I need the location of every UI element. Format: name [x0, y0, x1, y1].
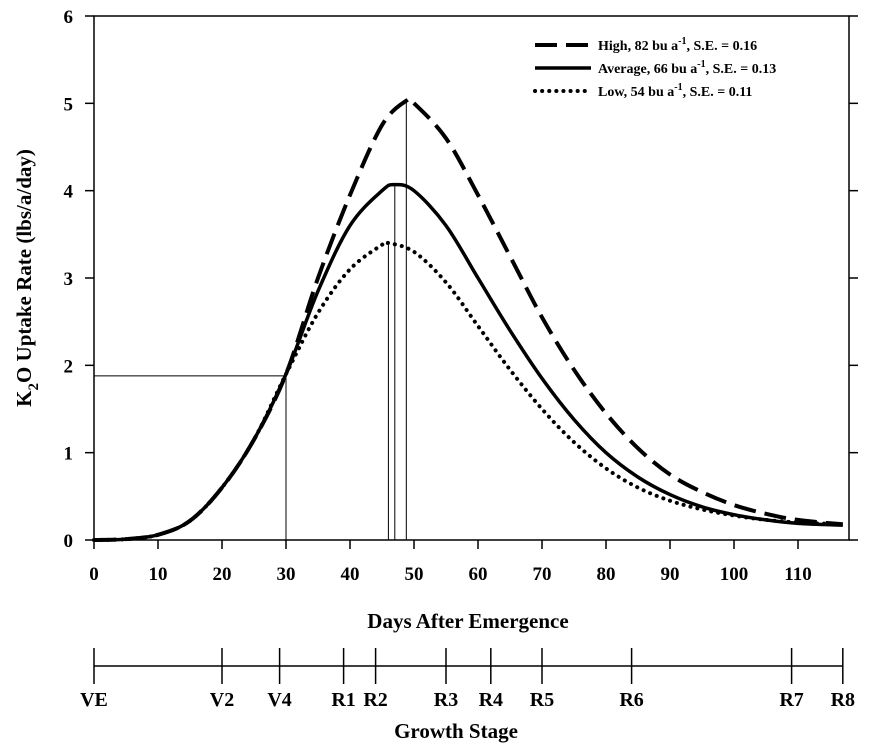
legend-label-part: , S.E. = 0.13 [706, 62, 777, 77]
y-tick-label: 3 [64, 269, 74, 290]
y-tick-label: 2 [64, 356, 74, 377]
y-axis-title-subscript: 2 [26, 383, 42, 391]
legend-label: Low, 54 bu a-1, S.E. = 0.11 [598, 82, 752, 100]
y-axis-title-part: O Uptake Rate (lbs/a/day) [12, 149, 36, 383]
legend-label: High, 82 bu a-1, S.E. = 0.16 [598, 36, 757, 54]
growth-stage-label: R5 [530, 689, 554, 711]
x-axis-title: Days After Emergence [367, 609, 568, 633]
growth-stage-label: VE [80, 689, 108, 711]
growth-stage-label: R8 [831, 689, 855, 711]
growth-stage-label: R7 [779, 689, 803, 711]
series-line-dashed [93, 96, 843, 542]
x-tick-label: 70 [533, 564, 552, 585]
legend-label-part: High, 82 bu a [598, 39, 678, 54]
x-tick-label: 10 [149, 564, 168, 585]
growth-stage-label: R2 [363, 689, 387, 711]
series-line-solid [93, 182, 843, 542]
growth-stage-label: R1 [331, 689, 355, 711]
x-tick-label: 0 [89, 564, 99, 585]
x-tick-label: 40 [341, 564, 360, 585]
legend-label-superscript: -1 [697, 59, 705, 70]
y-tick-label: 0 [64, 531, 74, 552]
x-tick-label: 90 [661, 564, 680, 585]
legend-label: Average, 66 bu a-1, S.E. = 0.13 [598, 59, 776, 77]
y-tick-label: 4 [64, 182, 74, 203]
legend-label-part: , S.E. = 0.11 [683, 85, 753, 100]
growth-stage-title: Growth Stage [394, 719, 518, 743]
x-tick-label: 20 [213, 564, 232, 585]
x-tick-label: 100 [720, 564, 749, 585]
growth-stage-label: R6 [619, 689, 643, 711]
growth-stage-label: V4 [267, 689, 291, 711]
y-axis-title-part: K [12, 390, 36, 407]
growth-stage-label: R3 [434, 689, 458, 711]
series-line-dotted [92, 239, 845, 542]
legend-label-part: Average, 66 bu a [598, 62, 697, 77]
legend-label-part: Low, 54 bu a [598, 85, 674, 100]
legend-label-part: , S.E. = 0.16 [686, 39, 757, 54]
y-tick-label: 5 [64, 94, 74, 115]
y-tick-label: 6 [64, 7, 74, 28]
legend-label-superscript: -1 [674, 82, 682, 93]
growth-stage-label: V2 [210, 689, 234, 711]
x-tick-label: 80 [597, 564, 616, 585]
x-tick-label: 50 [405, 564, 424, 585]
legend-label-superscript: -1 [678, 36, 686, 47]
growth-stage-label: R4 [479, 689, 503, 711]
x-tick-label: 30 [277, 564, 296, 585]
x-tick-label: 110 [784, 564, 811, 585]
x-tick-label: 60 [469, 564, 488, 585]
y-tick-label: 1 [64, 444, 74, 465]
y-axis-title: K2O Uptake Rate (lbs/a/day) [12, 149, 42, 407]
